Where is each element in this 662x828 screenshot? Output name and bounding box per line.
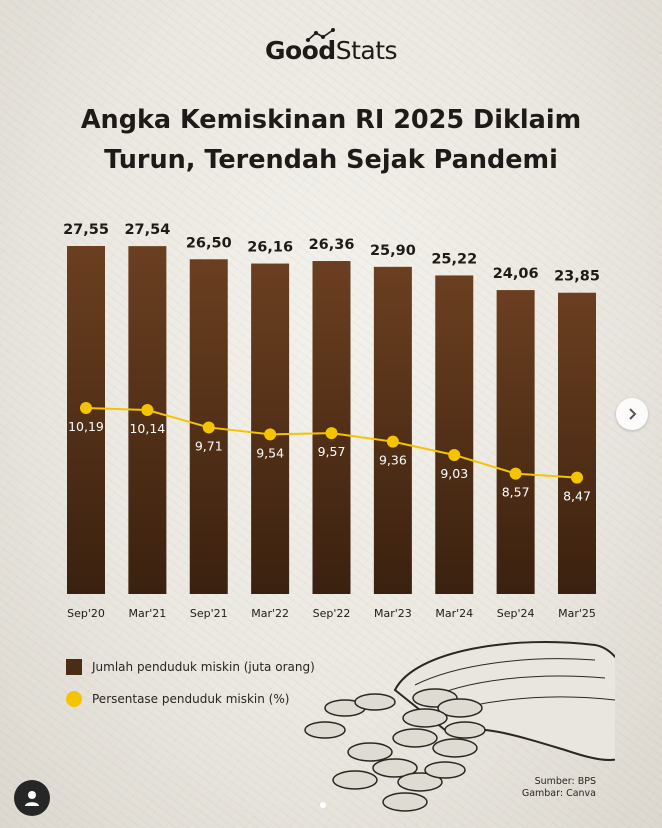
percentage-value-label: 9,03 xyxy=(440,466,468,481)
x-tick-label: Sep'20 xyxy=(67,607,105,620)
chart-title-line-2: Turun, Terendah Sejak Pandemi xyxy=(104,145,558,175)
logo-good: Good xyxy=(264,36,336,65)
bar-value-label: 25,22 xyxy=(431,251,477,267)
bar-value-label: 26,16 xyxy=(247,240,293,256)
chart-title-line-1: Angka Kemiskinan RI 2025 Diklaim xyxy=(80,105,582,135)
bar-value-label: 24,06 xyxy=(493,266,539,282)
carousel-indicator xyxy=(320,802,326,808)
chart-legend: Jumlah penduduk miskin (juta orang) Pers… xyxy=(66,656,315,720)
percentage-point-5 xyxy=(386,435,399,448)
x-tick-label: Mar'24 xyxy=(435,607,473,620)
user-icon xyxy=(25,791,39,806)
carousel-dot xyxy=(320,802,326,808)
money-bag-illustration xyxy=(304,641,615,812)
carousel-next-button[interactable] xyxy=(616,398,648,430)
source-note: Sumber: BPS Gambar: Canva xyxy=(522,776,596,800)
bar-8 xyxy=(558,292,596,594)
percentage-point-4 xyxy=(325,427,338,440)
x-tick-label: Sep'22 xyxy=(313,607,351,620)
percentage-value-label: 10,14 xyxy=(129,421,165,436)
legend-label-line: Persentase penduduk miskin (%) xyxy=(92,692,290,706)
x-tick-label: Mar'22 xyxy=(251,607,289,620)
poverty-chart: 27,55 27,54 26,50 26,16 26,36 25,90 25,22 24,06… xyxy=(63,222,600,620)
percentage-point-7 xyxy=(509,467,522,480)
percentage-value-label: 9,36 xyxy=(379,453,407,468)
percentage-value-label: 9,57 xyxy=(318,444,346,459)
legend-swatch-bar xyxy=(66,659,82,675)
percentage-value-label: 9,71 xyxy=(195,438,223,453)
x-tick-label: Sep'24 xyxy=(497,607,535,620)
logo-chart-icon xyxy=(306,28,335,42)
bar-value-label: 27,54 xyxy=(124,222,170,238)
image-credit-line: Gambar: Canva xyxy=(521,788,596,799)
profile-avatar-button[interactable] xyxy=(14,780,50,816)
legend-label-bars: Jumlah penduduk miskin (juta orang) xyxy=(92,660,315,674)
logo-stats: Stats xyxy=(335,36,398,65)
chevron-right-icon xyxy=(629,408,637,420)
bar-5 xyxy=(373,266,412,594)
percentage-point-0 xyxy=(80,402,92,414)
bar-value-label: 26,36 xyxy=(309,237,355,253)
percentage-value-label: 8,57 xyxy=(502,485,530,500)
percentage-value-label: 9,54 xyxy=(256,445,284,460)
x-tick-label: Sep'21 xyxy=(190,607,228,620)
bar-value-label: 25,90 xyxy=(370,243,416,259)
bar-value-label: 23,85 xyxy=(554,269,600,285)
source-line: Sumber: BPS xyxy=(534,776,596,787)
legend-swatch-dot xyxy=(66,691,82,707)
chart-title: Angka Kemiskinan RI 2025 Diklaim Turun, … xyxy=(30,100,632,180)
percentage-point-6 xyxy=(448,448,461,461)
bar-7 xyxy=(496,290,535,594)
goodstats-logo: GoodStats xyxy=(0,36,662,65)
bar-value-label: 27,55 xyxy=(63,222,109,238)
percentage-point-2 xyxy=(202,421,215,434)
x-tick-label: Mar'25 xyxy=(558,607,596,620)
bar-6 xyxy=(435,275,474,594)
percentage-value-label: 10,19 xyxy=(68,419,104,434)
legend-item-line: Persentase penduduk miskin (%) xyxy=(66,688,315,710)
x-tick-label: Mar'21 xyxy=(128,607,166,620)
percentage-point-8 xyxy=(571,471,583,484)
bar-value-label: 26,50 xyxy=(186,235,232,251)
legend-item-bars: Jumlah penduduk miskin (juta orang) xyxy=(66,656,315,678)
percentage-point-1 xyxy=(141,404,154,417)
percentage-point-3 xyxy=(264,428,277,441)
bar-0 xyxy=(67,246,105,594)
x-tick-label: Mar'23 xyxy=(374,607,412,620)
percentage-value-label: 8,47 xyxy=(563,489,591,504)
bar-1 xyxy=(128,246,167,594)
